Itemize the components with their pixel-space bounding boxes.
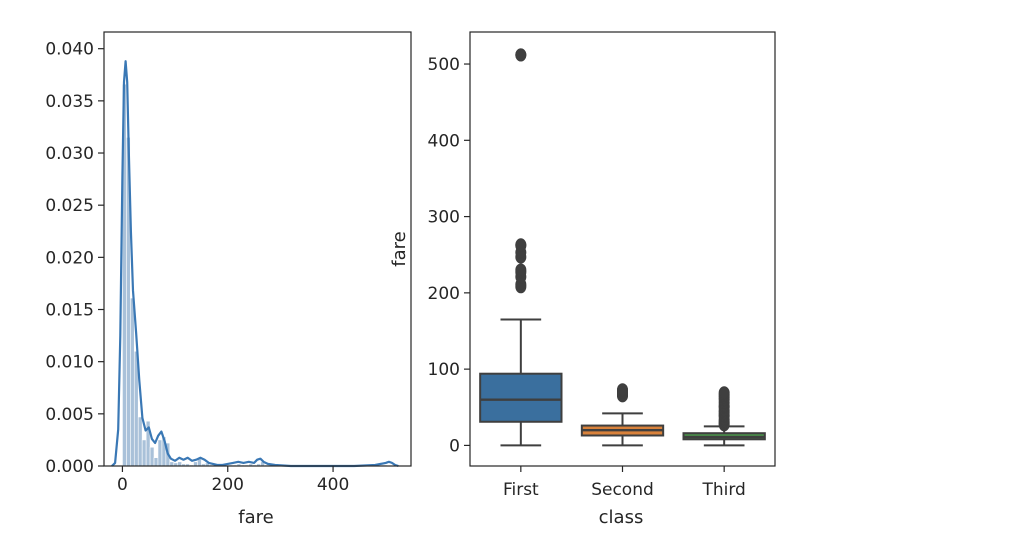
left-y-tick-label: 0.020 xyxy=(45,248,94,268)
right-x-axis-label: class xyxy=(599,507,644,528)
right-y-tick-label: 200 xyxy=(428,284,460,304)
histogram-bar xyxy=(130,297,135,467)
right-y-tick-label: 0 xyxy=(449,436,460,456)
fare-by-class-boxplot: 0 100 200 300 400 500 First Second Third xyxy=(428,31,776,500)
left-y-tick-label: 0.030 xyxy=(45,144,94,164)
histogram-bar xyxy=(169,461,175,467)
outlier-point xyxy=(718,386,730,400)
histogram-bar xyxy=(157,439,163,467)
left-plot-frame xyxy=(103,31,412,467)
left-y-tick-label: 0.000 xyxy=(45,457,94,477)
right-y-axis-label: fare xyxy=(389,231,410,266)
histogram-bar xyxy=(141,439,147,467)
left-y-tick-label: 0.015 xyxy=(45,301,94,321)
outlier-point xyxy=(515,238,527,252)
left-y-tick-label: 0.005 xyxy=(45,405,94,425)
kde-line xyxy=(111,60,399,468)
outlier-point xyxy=(617,383,628,397)
histogram-bar xyxy=(177,461,182,467)
left-y-tick-label: 0.025 xyxy=(45,196,94,216)
histogram-bar xyxy=(149,446,155,467)
right-y-tick-label: 400 xyxy=(428,131,460,151)
histogram-bar xyxy=(153,457,159,467)
left-x-tick-label: 0 xyxy=(117,475,128,495)
left-x-tick-label: 200 xyxy=(212,475,244,495)
category-label: First xyxy=(503,480,539,500)
left-x-tick-label: 400 xyxy=(317,475,349,495)
right-y-tick-label: 500 xyxy=(428,55,460,75)
left-x-axis-label: fare xyxy=(238,507,273,528)
outlier-point xyxy=(515,48,527,62)
histogram-bar xyxy=(193,461,198,467)
left-y-tick-label: 0.040 xyxy=(45,40,94,60)
fare-distribution-plot: 0.000 0.005 0.010 0.015 0.020 0.025 0.030 0.035… xyxy=(45,31,412,495)
right-y-tick-label: 300 xyxy=(428,208,460,228)
left-y-tick-label: 0.010 xyxy=(45,353,94,373)
right-y-tick-label: 100 xyxy=(428,360,460,380)
left-y-tick-label: 0.035 xyxy=(45,92,94,112)
outlier-point xyxy=(515,263,527,277)
histogram-bar xyxy=(137,416,143,467)
category-label: Second xyxy=(591,480,654,500)
category-label: Third xyxy=(701,480,745,500)
box-first xyxy=(479,372,563,423)
